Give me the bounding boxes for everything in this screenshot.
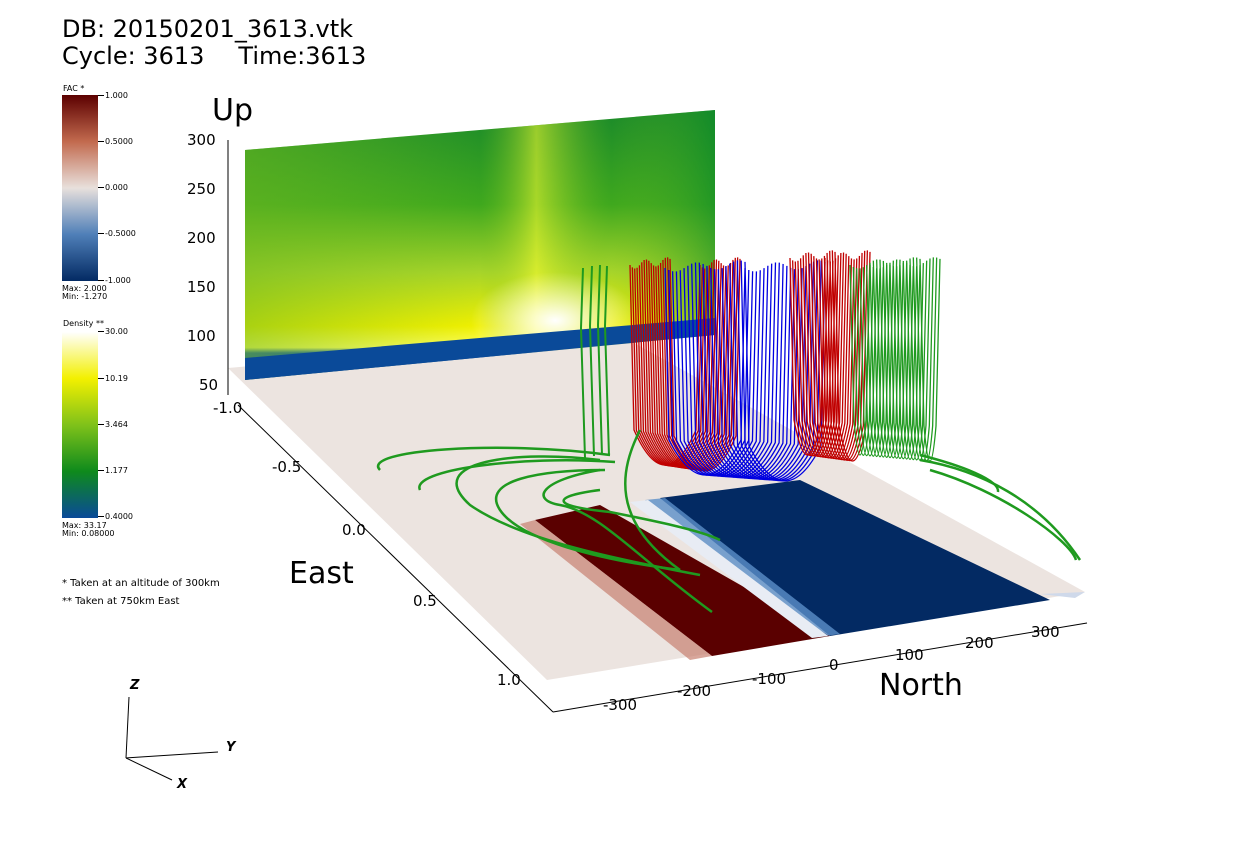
east-tick: 0.0 bbox=[342, 521, 366, 539]
cycle-label: Cycle: 3613 bbox=[62, 42, 205, 70]
field-line bbox=[862, 267, 884, 457]
density-slice-plane bbox=[245, 110, 715, 380]
field-line bbox=[856, 268, 878, 457]
green-field-lines bbox=[849, 257, 941, 462]
north-axis: -300 -200 -100 0 100 200 300 North bbox=[552, 622, 1088, 714]
field-line bbox=[849, 264, 871, 456]
fac-band-edge bbox=[630, 500, 828, 638]
field-line bbox=[588, 265, 595, 457]
field-line bbox=[896, 266, 918, 460]
density-min: Min: 0.08000 bbox=[62, 529, 115, 538]
field-line bbox=[892, 266, 914, 460]
north-axis-label: North bbox=[879, 668, 963, 703]
field-line bbox=[872, 260, 894, 458]
north-tick: 0 bbox=[829, 656, 839, 674]
field-line bbox=[906, 260, 928, 461]
up-tick: 150 bbox=[187, 278, 216, 296]
fac-band-edge bbox=[1040, 592, 1085, 598]
field-line bbox=[603, 265, 610, 457]
density-tick: 0.4000 bbox=[98, 513, 133, 521]
north-tick: 100 bbox=[895, 646, 924, 664]
fac-tick: 0.000 bbox=[98, 184, 128, 192]
fac-negative-band bbox=[660, 480, 1050, 636]
y-axis-label: Y bbox=[226, 740, 237, 755]
fac-tick: -0.5000 bbox=[98, 230, 136, 238]
cycle-time-label: Cycle: 3613 Time:3613 bbox=[62, 43, 366, 69]
green-field-loops bbox=[376, 429, 1082, 614]
fac-colorbar bbox=[62, 95, 98, 281]
red-field-lines bbox=[789, 250, 871, 462]
time-label: Time:3613 bbox=[238, 42, 367, 70]
field-line bbox=[869, 262, 891, 458]
field-line bbox=[418, 459, 616, 491]
density-tick: 30.00 bbox=[98, 328, 128, 336]
density-tick: 10.19 bbox=[98, 375, 128, 383]
field-line bbox=[882, 260, 904, 459]
field-line bbox=[455, 455, 701, 577]
field-line bbox=[859, 268, 881, 457]
fac-tick: -1.000 bbox=[98, 277, 131, 285]
field-line bbox=[376, 446, 611, 471]
database-title: DB: 20150201_3613.vtk bbox=[62, 15, 354, 43]
field-line bbox=[919, 458, 1082, 561]
up-tick: 200 bbox=[187, 229, 216, 247]
up-tick: 100 bbox=[187, 327, 216, 345]
green-field-lines bbox=[579, 264, 610, 459]
density-tick: 1.177 bbox=[98, 467, 128, 475]
field-line bbox=[494, 468, 681, 572]
density-legend-title: Density ** bbox=[63, 319, 104, 328]
density-max: Max: 33.17 bbox=[62, 521, 107, 530]
up-tick: 300 bbox=[187, 131, 216, 149]
up-axis: Up 300 250 200 150 100 50 bbox=[187, 93, 253, 395]
field-line bbox=[886, 262, 908, 459]
field-line bbox=[542, 468, 713, 614]
up-axis-label: Up bbox=[212, 93, 253, 128]
density-tick: 3.464 bbox=[98, 421, 128, 429]
x-axis-label: X bbox=[176, 777, 188, 792]
up-tick: 50 bbox=[199, 376, 218, 394]
east-tick: -0.5 bbox=[272, 458, 301, 476]
fac-band-edge bbox=[520, 520, 712, 660]
z-axis-label: Z bbox=[129, 678, 140, 693]
north-tick: 300 bbox=[1031, 623, 1060, 641]
fac-footnote: * Taken at an altitude of 300km bbox=[62, 578, 220, 589]
east-tick: 1.0 bbox=[497, 671, 521, 689]
east-tick: -1.0 bbox=[213, 399, 242, 417]
field-line bbox=[879, 259, 901, 459]
field-line bbox=[624, 429, 681, 572]
fac-tick: 0.5000 bbox=[98, 138, 133, 146]
fac-min: Min: -1.270 bbox=[62, 292, 108, 301]
fac-positive-band bbox=[535, 505, 830, 656]
field-line bbox=[579, 267, 586, 459]
fac-tick: 1.000 bbox=[98, 92, 128, 100]
field-line bbox=[902, 263, 924, 461]
field-line bbox=[596, 264, 603, 456]
north-tick: 200 bbox=[965, 634, 994, 652]
field-line bbox=[876, 259, 898, 458]
field-line bbox=[866, 265, 888, 458]
field-line bbox=[899, 265, 921, 460]
fac-legend-title: FAC * bbox=[63, 84, 85, 93]
east-axis-label: East bbox=[289, 556, 354, 591]
field-line bbox=[852, 266, 874, 456]
density-footnote: ** Taken at 750km East bbox=[62, 596, 180, 607]
north-tick: -300 bbox=[603, 696, 637, 714]
east-axis: -1.0 -0.5 0.0 0.5 1.0 East bbox=[213, 399, 554, 713]
field-line bbox=[929, 468, 1078, 561]
fac-band-edge bbox=[645, 498, 840, 636]
density-colorbar bbox=[62, 332, 98, 518]
field-line bbox=[562, 488, 721, 542]
fac-max: Max: 2.000 bbox=[62, 284, 107, 293]
field-line bbox=[919, 453, 1000, 493]
north-tick: -100 bbox=[752, 670, 786, 688]
north-tick: -200 bbox=[677, 682, 711, 700]
up-tick: 250 bbox=[187, 180, 216, 198]
field-line bbox=[889, 264, 911, 460]
east-tick: 0.5 bbox=[413, 592, 437, 610]
orientation-triad: Z Y X bbox=[125, 678, 237, 792]
